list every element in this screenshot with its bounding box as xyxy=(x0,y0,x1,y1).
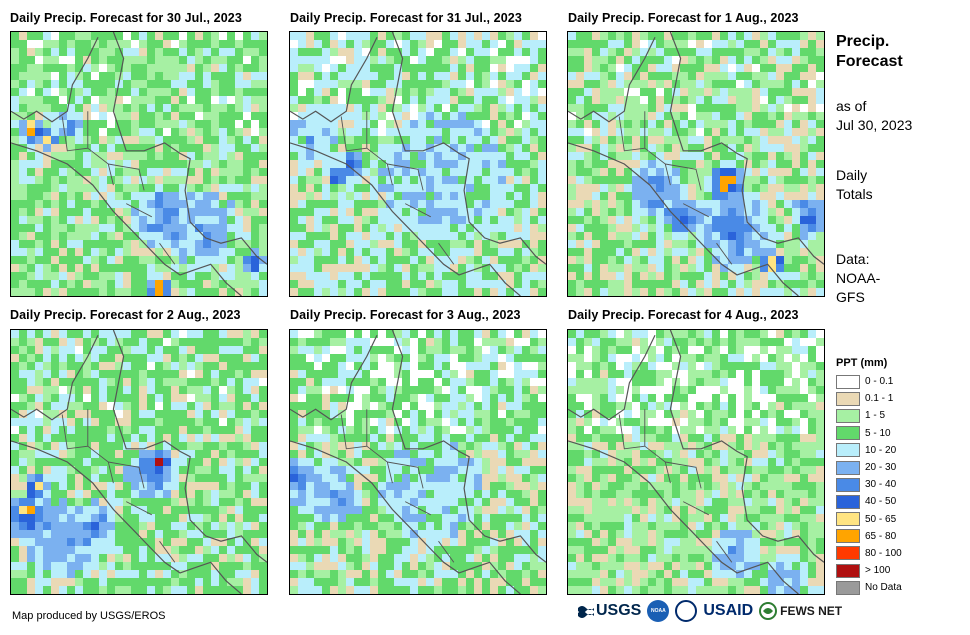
fews-globe-icon xyxy=(759,602,778,620)
precip-raster xyxy=(568,32,824,296)
precip-raster xyxy=(290,330,546,594)
legend-row: 0.1 - 1 xyxy=(836,390,902,407)
coastline xyxy=(290,32,546,296)
precip-raster xyxy=(290,32,546,296)
legend: 0 - 0.1 0.1 - 1 1 - 5 5 - 10 10 - 20 20 - 30 3… xyxy=(836,373,902,596)
side-title-line1: Precip. xyxy=(836,33,890,50)
forecast-map-2 xyxy=(289,31,547,297)
usaid-seal-icon xyxy=(675,600,698,622)
coastline xyxy=(11,32,267,296)
legend-label: 0 - 0.1 xyxy=(865,376,894,388)
legend-swatch xyxy=(836,563,860,578)
country-borders xyxy=(61,111,176,265)
as-of-text: as of Jul 30, 2023 xyxy=(836,97,912,135)
side-title-line2: Forecast xyxy=(836,53,903,70)
logo-bar: USGS NOAA USAID FEWS NET xyxy=(578,600,842,622)
data-source-line3: GFS xyxy=(836,289,865,305)
fews-net-logo: FEWS NET xyxy=(759,602,842,620)
legend-label: 80 - 100 xyxy=(865,547,902,559)
legend-label: 10 - 20 xyxy=(865,444,897,456)
legend-title: PPT (mm) xyxy=(836,357,888,369)
legend-label: 50 - 65 xyxy=(865,513,897,525)
forecast-map-1 xyxy=(10,31,268,297)
legend-swatch xyxy=(836,443,860,458)
coastline xyxy=(290,330,546,594)
legend-label: 40 - 50 xyxy=(865,496,897,508)
totals-text: Daily Totals xyxy=(836,166,873,204)
totals-line1: Daily xyxy=(836,167,868,183)
precip-raster xyxy=(11,32,267,296)
data-source-text: Data: NOAA- GFS xyxy=(836,250,880,307)
precip-raster xyxy=(11,330,267,594)
legend-swatch xyxy=(836,580,860,595)
panel-title-1: Daily Precip. Forecast for 30 Jul., 2023 xyxy=(10,11,242,25)
usgs-logo-text: USGS xyxy=(596,602,642,619)
as-of-line1: as of xyxy=(836,98,867,114)
legend-label: 65 - 80 xyxy=(865,530,897,542)
legend-label: > 100 xyxy=(865,565,891,577)
fews-net-logo-text: FEWS NET xyxy=(780,604,843,618)
panel-title-6: Daily Precip. Forecast for 4 Aug., 2023 xyxy=(568,308,799,322)
panel-title-4: Daily Precip. Forecast for 2 Aug., 2023 xyxy=(10,308,241,322)
legend-row: 30 - 40 xyxy=(836,476,902,493)
map-credit: Map produced by USGS/EROS xyxy=(12,610,166,622)
legend-row: 80 - 100 xyxy=(836,545,902,562)
country-borders xyxy=(618,111,733,265)
usaid-logo: USAID xyxy=(703,602,754,619)
panel-title-2: Daily Precip. Forecast for 31 Jul., 2023 xyxy=(290,11,522,25)
legend-swatch xyxy=(836,529,860,544)
coastline xyxy=(568,330,824,594)
legend-label: 30 - 40 xyxy=(865,479,897,491)
legend-label: 5 - 10 xyxy=(865,427,891,439)
data-source-line1: Data: xyxy=(836,251,870,267)
legend-swatch xyxy=(836,426,860,441)
legend-row: 20 - 30 xyxy=(836,459,902,476)
side-title: Precip. Forecast xyxy=(836,32,903,72)
legend-swatch xyxy=(836,460,860,475)
country-borders xyxy=(61,409,176,563)
legend-row: 10 - 20 xyxy=(836,442,902,459)
country-borders xyxy=(340,409,455,563)
usgs-logo: USGS xyxy=(578,602,641,620)
as-of-line2: Jul 30, 2023 xyxy=(836,117,913,133)
legend-label: 1 - 5 xyxy=(865,410,886,422)
noaa-logo-text: NOAA xyxy=(650,608,666,614)
panel-title-5: Daily Precip. Forecast for 3 Aug., 2023 xyxy=(290,308,521,322)
forecast-map-6 xyxy=(567,329,825,595)
legend-row: 1 - 5 xyxy=(836,407,902,424)
legend-swatch xyxy=(836,477,860,492)
legend-label: 0.1 - 1 xyxy=(865,393,894,405)
precip-raster xyxy=(568,330,824,594)
legend-swatch xyxy=(836,546,860,561)
country-borders xyxy=(340,111,455,265)
usgs-wave-icon xyxy=(578,606,594,618)
coastline xyxy=(11,330,267,594)
legend-row: 0 - 0.1 xyxy=(836,373,902,390)
legend-row: 50 - 65 xyxy=(836,511,902,528)
legend-swatch xyxy=(836,391,860,406)
data-source-line2: NOAA- xyxy=(836,270,881,286)
totals-line2: Totals xyxy=(836,186,873,202)
legend-label: 20 - 30 xyxy=(865,462,897,474)
forecast-map-5 xyxy=(289,329,547,595)
legend-label: No Data xyxy=(865,582,902,594)
legend-swatch xyxy=(836,494,860,509)
legend-swatch xyxy=(836,408,860,423)
legend-swatch xyxy=(836,512,860,527)
noaa-logo: NOAA xyxy=(647,600,670,622)
coastline xyxy=(568,32,824,296)
legend-row: > 100 xyxy=(836,562,902,579)
legend-swatch xyxy=(836,374,860,389)
forecast-map-4 xyxy=(10,329,268,595)
forecast-map-3 xyxy=(567,31,825,297)
legend-row: 40 - 50 xyxy=(836,493,902,510)
country-borders xyxy=(618,409,733,563)
legend-row: No Data xyxy=(836,579,902,596)
panel-title-3: Daily Precip. Forecast for 1 Aug., 2023 xyxy=(568,11,799,25)
legend-row: 5 - 10 xyxy=(836,425,902,442)
legend-row: 65 - 80 xyxy=(836,528,902,545)
